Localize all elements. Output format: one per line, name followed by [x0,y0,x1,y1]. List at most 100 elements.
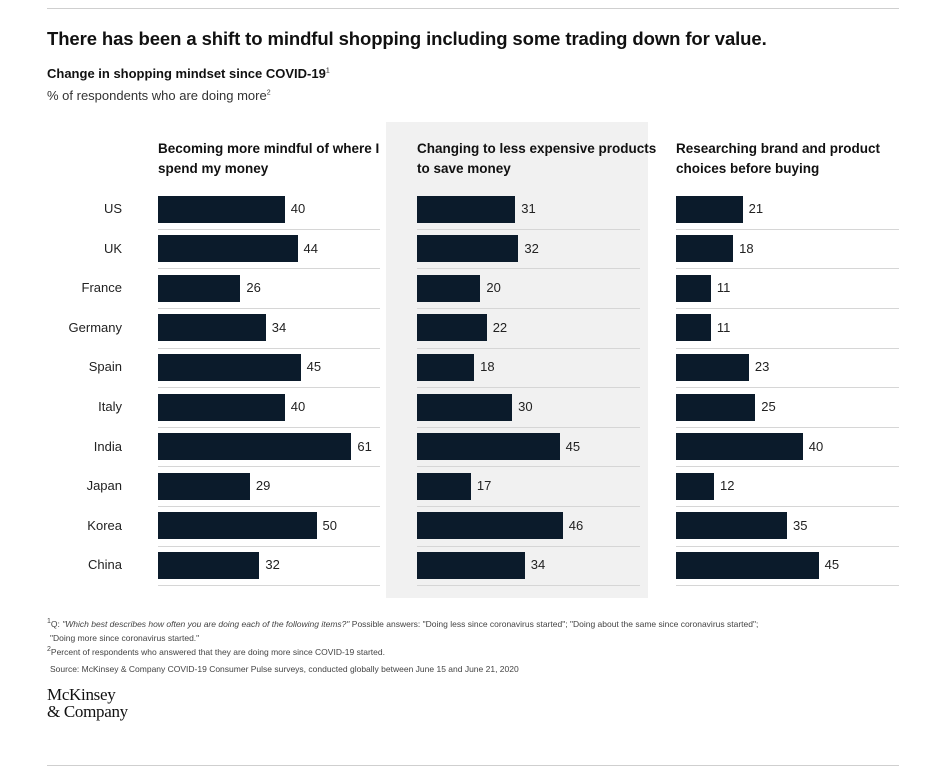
panel-title-mindful: Becoming more mindful of where I spend m… [158,141,380,176]
row-divider [417,229,640,230]
row-divider [158,387,380,388]
row-divider [158,308,380,309]
value-label-2-france: 20 [486,280,501,296]
row-divider [676,229,899,230]
value-label-3-germany: 11 [716,319,731,335]
footnote-1: 1Q: "Which best describes how often you … [47,618,759,629]
chart-unit: % of respondents who are doing more2 [47,88,271,103]
value-label-2-us: 31 [521,201,536,216]
value-label-1-spain: 45 [306,359,322,375]
row-divider [676,466,899,467]
value-label-2-korea: 46 [568,517,584,533]
bar-3-italy [676,394,756,421]
row-divider [158,268,380,269]
bar-1-china [158,552,260,579]
row-divider [158,229,380,230]
value-label-3-italy: 25 [761,399,776,414]
bar-3-china [676,552,819,579]
value-label-1-india: 61 [357,438,372,454]
bar-2-germany [417,314,487,341]
value-label-2-india: 45 [565,438,581,454]
bar-1-germany [158,314,266,341]
value-label-3-us: 21 [748,201,764,216]
bar-1-spain [158,354,301,381]
country-label-spain: Spain [88,359,122,375]
bar-3-korea [676,512,787,539]
bar-2-china [417,552,525,579]
bar-1-india [158,433,352,460]
country-label-india: India [93,438,122,454]
country-label-japan: Japan [86,478,122,494]
bar-1-japan [158,473,250,500]
panel-title-less-expensive: Changing to less expensive products to s… [417,141,657,176]
panel-title-researching: Researching brand and product choices be… [676,141,881,176]
value-label-1-france: 26 [246,280,261,296]
row-divider [676,506,899,507]
bar-3-spain [676,354,749,381]
row-divider [417,348,640,349]
country-label-france: France [81,280,122,296]
chart-title: There has been a shift to mindful shoppi… [47,28,767,49]
country-label-germany: Germany [68,319,122,335]
value-label-1-germany: 34 [271,319,287,335]
row-divider [158,466,380,467]
row-divider [158,348,380,349]
bar-2-india [417,433,560,460]
bar-3-japan [676,473,714,500]
value-label-1-us: 40 [290,201,306,216]
value-label-2-japan: 17 [476,478,492,494]
row-divider [417,466,640,467]
bar-2-uk [417,235,519,262]
row-divider [676,308,899,309]
country-label-italy: Italy [98,399,122,414]
row-divider [417,546,640,547]
bar-1-uk [158,235,298,262]
row-divider [676,348,899,349]
bar-2-france [417,275,481,302]
value-label-1-japan: 29 [255,478,271,494]
value-label-2-italy: 30 [518,399,533,414]
row-divider [417,506,640,507]
bar-3-uk [676,235,734,262]
value-label-3-india: 40 [808,438,824,454]
country-label-china: China [88,557,122,573]
row-divider [417,308,640,309]
bar-1-france [158,275,241,302]
row-divider [417,268,640,269]
row-divider [158,546,380,547]
bar-2-japan [417,473,471,500]
mckinsey-logo: McKinsey & Company [47,685,128,721]
bar-1-italy [158,394,285,421]
country-label-korea: Korea [87,517,122,533]
value-label-3-korea: 35 [793,517,808,533]
value-label-3-japan: 12 [720,478,735,494]
chart-subtitle: Change in shopping mindset since COVID-1… [47,66,330,81]
row-divider [676,585,899,586]
source-note: Source: McKinsey & Company COVID-19 Cons… [50,664,519,674]
row-divider [417,427,640,428]
value-label-3-china: 45 [824,557,840,573]
value-label-2-germany: 22 [492,319,508,335]
value-label-1-korea: 50 [322,517,337,533]
row-divider [417,585,640,586]
bar-2-italy [417,394,513,421]
row-divider [676,268,899,269]
row-divider [676,546,899,547]
footnote-ref-2: 2 [266,89,271,97]
bar-3-us [676,196,743,223]
bar-3-france [676,275,711,302]
bar-2-spain [417,354,475,381]
value-label-2-uk: 32 [524,240,539,256]
value-label-2-china: 34 [530,557,546,573]
value-label-3-uk: 18 [739,240,754,256]
row-divider [417,387,640,388]
row-divider [158,585,380,586]
country-label-uk: UK [103,240,122,256]
value-label-3-spain: 23 [754,359,770,375]
top-rule [47,8,899,9]
footnote-1-cont: "Doing more since coronavirus started." [50,633,200,643]
value-label-2-spain: 18 [480,359,495,375]
bar-3-india [676,433,803,460]
value-label-1-uk: 44 [303,240,318,256]
bar-1-korea [158,512,317,539]
